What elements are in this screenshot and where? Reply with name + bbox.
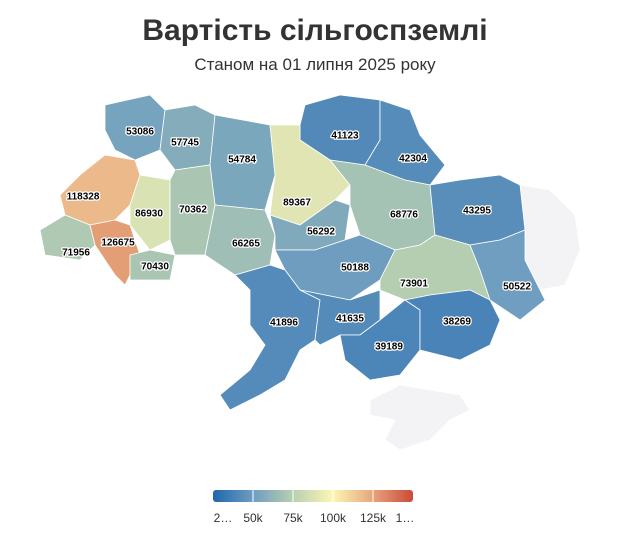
region [403,289,501,361]
region-value-label: 118328 [67,192,100,203]
legend-tick-label: 125k [360,511,387,525]
region-value-label: 41123 [331,131,359,142]
region-value-label: 41635 [336,314,364,325]
region-value-label: 68776 [390,210,418,221]
region [59,154,141,226]
legend-tick-label: 2… [214,511,233,525]
region-value-label: 56292 [307,227,335,238]
region-value-label: 43295 [463,206,491,217]
legend-colorbar [213,490,413,502]
region [104,94,166,161]
region-no-data [369,384,471,451]
region [269,124,351,226]
region [469,229,546,321]
region-value-label: 53086 [126,127,154,138]
chart-title: Вартість сільгоспземлі [142,14,487,47]
region-value-label: 73901 [400,279,428,290]
region-value-label: 126675 [101,238,135,249]
region-value-label: 70362 [179,205,207,216]
legend-tick-label: 1… [396,511,415,525]
region-value-label: 50188 [341,263,369,274]
region-value-label: 42304 [399,154,427,165]
legend-tick-label: 75k [283,511,303,525]
region-value-label: 54784 [228,155,256,166]
region-value-label: 41896 [270,318,298,329]
legend-tick-label: 50k [243,511,263,525]
region-value-label: 70430 [141,262,169,273]
region-value-label: 66265 [232,239,260,250]
region-value-label: 50522 [503,282,531,293]
region-value-label: 86930 [135,209,163,220]
region-value-label: 71956 [62,248,90,259]
region [129,249,176,281]
region-value-label: 89367 [283,198,311,209]
region [169,164,216,256]
region-value-label: 39189 [375,342,403,353]
region-value-label: 57745 [171,138,199,149]
chart-subtitle: Станом на 01 липня 2025 року [194,55,436,74]
region-value-label: 38269 [443,317,471,328]
legend-tick-label: 100k [320,511,347,525]
